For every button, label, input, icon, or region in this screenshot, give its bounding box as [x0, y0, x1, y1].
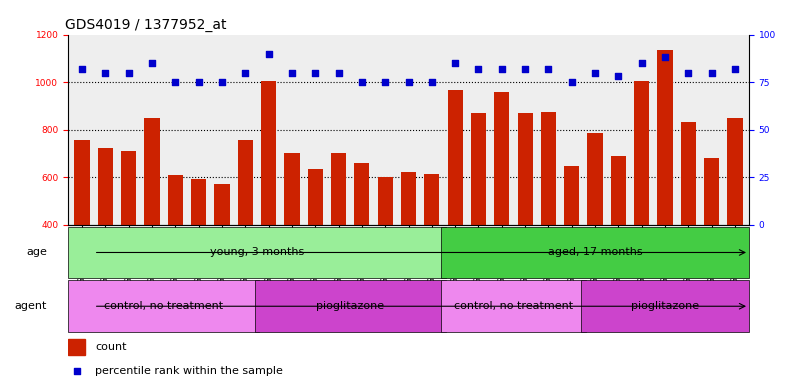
Text: count: count — [95, 342, 127, 352]
Text: percentile rank within the sample: percentile rank within the sample — [95, 366, 284, 376]
Point — [169, 79, 182, 85]
Point — [449, 60, 461, 66]
Bar — [74, 140, 90, 320]
Point — [146, 60, 159, 66]
Bar — [377, 177, 392, 320]
Text: age: age — [26, 247, 47, 258]
Bar — [441, 227, 749, 278]
Point — [705, 70, 718, 76]
Bar — [517, 113, 533, 320]
Text: pioglitazone: pioglitazone — [316, 301, 384, 311]
Point — [123, 70, 135, 76]
Point — [332, 70, 345, 76]
Bar — [68, 280, 260, 332]
Point — [309, 70, 322, 76]
Bar — [284, 153, 300, 320]
Text: agent: agent — [14, 301, 47, 311]
Bar — [658, 50, 673, 320]
Bar — [448, 90, 463, 320]
Bar — [144, 118, 159, 320]
Point — [285, 70, 298, 76]
Point — [612, 73, 625, 79]
Point — [589, 70, 602, 76]
Text: aged, 17 months: aged, 17 months — [548, 247, 642, 258]
Point — [658, 54, 671, 60]
Point — [495, 66, 508, 72]
Point — [566, 79, 578, 85]
Point — [729, 66, 742, 72]
Bar — [581, 280, 749, 332]
Text: control, no treatment: control, no treatment — [104, 301, 223, 311]
Point — [99, 70, 112, 76]
Point — [542, 66, 555, 72]
Bar — [215, 184, 230, 320]
Bar — [634, 81, 650, 320]
Bar — [425, 174, 440, 320]
Text: control, no treatment: control, no treatment — [454, 301, 573, 311]
Point — [75, 66, 88, 72]
Point — [70, 368, 83, 374]
Text: pioglitazone: pioglitazone — [631, 301, 699, 311]
Bar — [191, 179, 206, 320]
Bar — [611, 156, 626, 320]
Bar — [494, 92, 509, 320]
Bar — [441, 280, 586, 332]
Point — [192, 79, 205, 85]
Bar — [471, 113, 486, 320]
Bar — [681, 122, 696, 320]
Text: GDS4019 / 1377952_at: GDS4019 / 1377952_at — [65, 18, 226, 32]
Bar — [564, 166, 579, 320]
Bar — [401, 172, 416, 320]
Bar — [727, 118, 743, 320]
Bar — [68, 339, 85, 355]
Point — [472, 66, 485, 72]
Bar — [308, 169, 323, 320]
Bar — [261, 81, 276, 320]
Bar — [167, 175, 183, 320]
Point — [682, 70, 694, 76]
Bar — [704, 158, 719, 320]
Point — [262, 51, 275, 57]
Bar — [98, 148, 113, 320]
Bar — [121, 151, 136, 320]
Point — [519, 66, 532, 72]
Bar — [255, 280, 446, 332]
Point — [425, 79, 438, 85]
Point — [356, 79, 368, 85]
Text: young, 3 months: young, 3 months — [210, 247, 304, 258]
Bar — [354, 163, 369, 320]
Point — [215, 79, 228, 85]
Point — [402, 79, 415, 85]
Point — [379, 79, 392, 85]
Bar — [68, 227, 446, 278]
Bar — [541, 112, 556, 320]
Bar — [587, 133, 602, 320]
Point — [635, 60, 648, 66]
Point — [239, 70, 252, 76]
Bar — [238, 140, 253, 320]
Bar — [331, 153, 346, 320]
